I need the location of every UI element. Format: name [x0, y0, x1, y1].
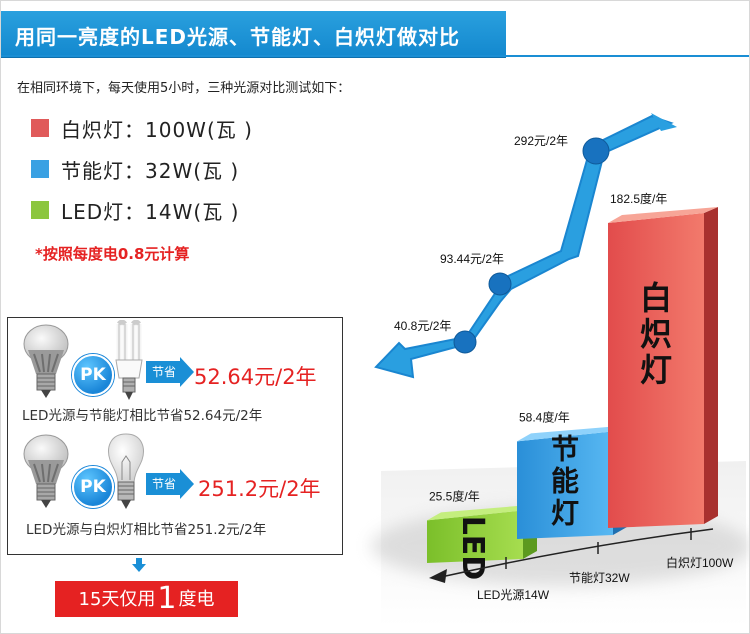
cost-label: 292元/2年 — [514, 134, 568, 148]
led-bulb-icon — [23, 434, 69, 508]
bar-name-label: 节 — [551, 433, 579, 466]
bar-name-label: 能 — [551, 465, 579, 498]
bar-top-incandescent — [608, 207, 718, 223]
legend-item-cfl: 节能灯：32W(瓦 ) — [31, 156, 240, 183]
pk-badge: PK — [72, 466, 114, 508]
legend-label: LED灯：14W(瓦 ) — [61, 199, 240, 224]
bar-cfl — [517, 431, 613, 539]
x-tick-label: 白炽灯100W — [666, 555, 734, 570]
legend-label: 白炽灯：100W(瓦 ) — [61, 117, 253, 142]
bar-value-label: 182.5度/年 — [610, 191, 667, 206]
bar-name-label: 灯 — [551, 497, 579, 530]
legend-item-incandescent: 白炽灯：100W(瓦 ) — [31, 115, 253, 142]
price-note: *按照每度电0.8元计算 — [35, 245, 190, 263]
cost-point — [582, 137, 610, 165]
x-tick-label: LED光源14W — [477, 588, 550, 602]
bar-led — [427, 510, 523, 563]
saving-value: 251.2元/2年 — [198, 477, 321, 501]
pk-badge: PK — [72, 354, 114, 396]
cost-label: 40.8元/2年 — [394, 319, 451, 333]
x-axis-arrowhead — [429, 569, 447, 583]
trend-line-shape — [374, 114, 674, 379]
cost-point — [488, 272, 512, 296]
bar-top-cfl — [517, 425, 627, 442]
x-tick-label: 节能灯32W — [569, 571, 630, 585]
legend-swatch — [31, 160, 49, 178]
bar-value-label: 58.4度/年 — [519, 409, 570, 424]
bar-value-label: 25.5度/年 — [429, 488, 480, 503]
result-number: 1 — [157, 581, 177, 616]
saving-description: LED光源与节能灯相比节省52.64元/2年 — [22, 408, 263, 424]
incandescent-bulb-icon — [108, 433, 144, 509]
save-arrow-icon — [146, 357, 194, 387]
result-suffix: 度电 — [178, 589, 215, 610]
trend-line-tip — [651, 113, 677, 131]
page-title: 用同一亮度的LED光源、节能灯、白炽灯做对比 — [15, 25, 461, 49]
title-underline — [1, 55, 749, 57]
down-arrow-icon — [132, 558, 146, 572]
save-tag: 节省 — [151, 365, 176, 379]
legend-swatch — [31, 119, 49, 137]
comparison-panel: PK 节省 52.64元/2年 LED光源与节能灯相比节省52.64元/2年 P… — [7, 317, 343, 555]
cost-label: 93.44元/2年 — [440, 252, 504, 266]
save-arrow-icon — [146, 469, 194, 499]
led-bulb-icon — [23, 324, 69, 398]
x-axis — [429, 528, 714, 583]
legend-item-led: LED灯：14W(瓦 ) — [31, 197, 240, 224]
result-prefix: 15天仅用 — [78, 589, 156, 610]
bar-top-led — [427, 504, 537, 521]
save-tag: 节省 — [151, 477, 176, 491]
cost-trend-line — [374, 113, 677, 379]
bar-incandescent — [608, 213, 704, 528]
bar-name-label: 炽 — [640, 315, 672, 353]
legend-swatch — [31, 201, 49, 219]
bar-name-label: 白 — [640, 279, 672, 317]
cost-point — [453, 330, 477, 354]
saving-description: LED光源与白炽灯相比节省251.2元/2年 — [26, 522, 267, 538]
bar-side-incandescent — [704, 207, 718, 524]
result-banner: 15天仅用1 度电 — [55, 581, 238, 617]
x-axis-line — [440, 528, 714, 578]
legend-label: 节能灯：32W(瓦 ) — [61, 158, 240, 183]
saving-value: 52.64元/2年 — [194, 365, 317, 389]
intro-text: 在相同环境下，每天使用5小时，三种光源对比测试如下： — [17, 81, 351, 96]
bar-name-label: 灯 — [640, 351, 672, 389]
chart-marks: 25.5度/年LED58.4度/年节能灯182.5度/年白炽灯40.8元/2年9… — [394, 134, 734, 602]
cfl-bulb-icon — [115, 320, 143, 400]
